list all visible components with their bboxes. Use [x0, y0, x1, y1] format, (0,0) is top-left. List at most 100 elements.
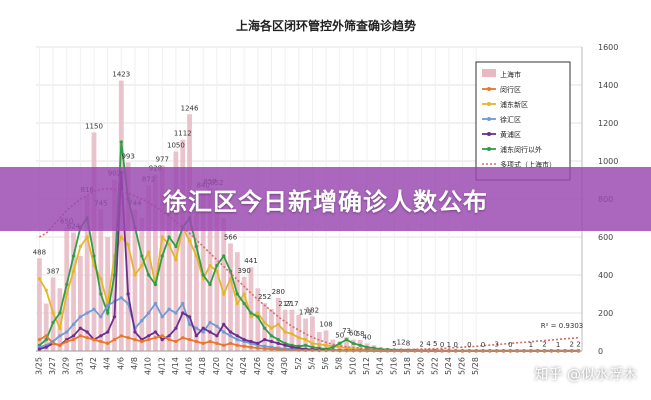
series-point	[263, 338, 267, 342]
series-point	[283, 330, 287, 334]
series-point	[140, 263, 144, 268]
series-point	[160, 254, 164, 258]
series-point	[249, 345, 253, 349]
data-label: 1	[529, 341, 533, 349]
series-point	[269, 326, 274, 330]
series-point	[153, 336, 158, 340]
bar	[350, 339, 356, 351]
data-label: 387	[46, 267, 59, 275]
series-point	[310, 348, 315, 353]
series-point	[106, 341, 110, 345]
series-point	[99, 339, 103, 344]
series-point	[181, 301, 185, 306]
series-point	[58, 311, 62, 315]
series-point	[71, 254, 76, 258]
series-point	[263, 344, 267, 348]
y-tick-label: 1200	[598, 119, 618, 128]
series-point	[344, 338, 349, 342]
x-tick-label: 5/16	[389, 357, 398, 375]
data-label: 1	[556, 341, 560, 349]
series-point	[235, 292, 239, 296]
data-label: 1246	[181, 104, 199, 112]
legend-swatch-dot	[487, 117, 491, 121]
series-point	[194, 326, 198, 330]
y-tick-label: 400	[598, 271, 613, 280]
series-point	[276, 341, 280, 345]
bar	[139, 218, 145, 351]
series-point	[65, 282, 69, 287]
series-point	[167, 235, 171, 239]
bar	[77, 256, 83, 351]
x-tick-label: 4/2	[89, 357, 98, 370]
series-point	[126, 243, 130, 247]
series-point	[201, 330, 205, 334]
series-point	[147, 311, 151, 315]
bar	[296, 314, 302, 351]
series-point	[194, 334, 198, 338]
series-point	[167, 338, 171, 342]
y-tick-label: 0	[598, 347, 603, 356]
series-point	[228, 341, 233, 345]
bar	[282, 309, 288, 351]
series-point	[351, 341, 355, 345]
series-point	[249, 339, 253, 344]
series-point	[99, 277, 103, 281]
legend-entry: 浦东新区	[500, 100, 528, 109]
data-label: 488	[33, 248, 46, 256]
series-point	[283, 343, 287, 347]
series-point	[228, 330, 233, 334]
x-tick-label: 5/12	[362, 357, 371, 375]
data-label: 0	[481, 341, 485, 349]
series-point	[235, 334, 239, 338]
series-point	[215, 324, 219, 328]
series-point	[167, 243, 171, 247]
x-tick-label: 5/10	[348, 357, 357, 375]
series-point	[235, 301, 239, 306]
series-point	[256, 315, 260, 319]
data-label: 8	[406, 339, 410, 347]
series-point	[310, 345, 315, 349]
series-point	[153, 330, 158, 334]
series-point	[119, 140, 123, 144]
series-point	[44, 338, 48, 342]
series-point	[256, 346, 260, 350]
bar	[166, 189, 172, 351]
series-point	[256, 311, 260, 315]
series-point	[208, 339, 212, 344]
watermark: 知乎 @似水浮木	[534, 367, 637, 383]
y-tick-label: 1000	[598, 157, 618, 166]
legend-entry: 徐汇区	[500, 115, 521, 124]
series-point	[106, 330, 110, 334]
bar	[64, 227, 70, 351]
x-tick-label: 3/27	[48, 357, 57, 375]
series-point	[174, 244, 178, 249]
series-point	[92, 254, 96, 258]
series-point	[215, 334, 219, 338]
series-point	[222, 343, 226, 347]
series-point	[85, 311, 89, 315]
data-label: 1112	[174, 130, 192, 138]
data-label: 108	[319, 320, 332, 328]
bar	[57, 288, 63, 351]
series-point	[331, 345, 335, 349]
data-label: 2	[570, 341, 574, 349]
bar	[269, 309, 274, 351]
bar	[323, 330, 329, 351]
series-point	[51, 341, 55, 345]
series-point	[126, 336, 130, 340]
bar	[146, 185, 152, 351]
data-label: 0	[467, 341, 471, 349]
series-point	[208, 320, 212, 325]
series-point	[242, 301, 246, 306]
series-point	[58, 334, 62, 338]
bar	[37, 258, 42, 351]
series-point	[222, 330, 226, 334]
bar	[84, 195, 90, 351]
data-label: 5	[392, 340, 396, 348]
series-point	[58, 343, 62, 347]
series-point	[174, 326, 178, 330]
series-point	[174, 258, 178, 262]
data-label: 0	[454, 341, 458, 349]
series-point	[44, 345, 48, 349]
data-label: 977	[156, 155, 169, 163]
